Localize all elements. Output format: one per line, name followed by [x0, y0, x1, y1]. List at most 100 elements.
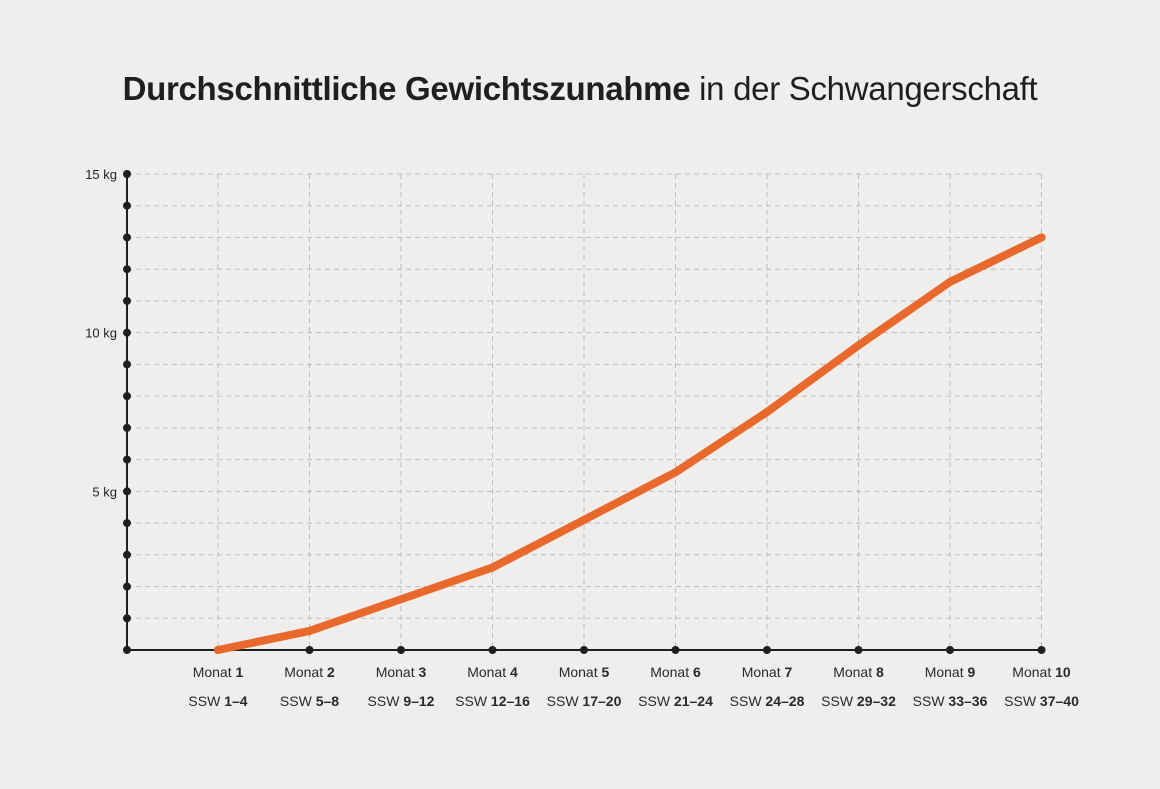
ssw-range: 33–36: [948, 693, 987, 709]
x-axis-dot: [854, 646, 863, 654]
x-tick-label-month: Monat 7: [742, 664, 793, 680]
month-number: 7: [785, 664, 793, 680]
month-number: 6: [693, 664, 701, 680]
month-prefix: Monat: [925, 664, 964, 680]
ssw-prefix: SSW: [1004, 693, 1037, 709]
y-tick-label: 5 kg: [92, 484, 117, 499]
x-tick-label-month: Monat 1: [193, 664, 244, 680]
month-number: 2: [327, 664, 335, 680]
ssw-range: 9–12: [403, 693, 434, 709]
y-axis-dot: [123, 519, 131, 528]
y-axis-dot: [123, 265, 131, 274]
x-tick-label-ssw: SSW 33–36: [913, 693, 988, 709]
x-tick-label-month: Monat 9: [925, 664, 976, 680]
ssw-range: 24–28: [765, 693, 804, 709]
data-point: [214, 646, 222, 654]
x-axis-dot: [488, 646, 497, 654]
y-axis-dot: [123, 296, 131, 305]
ssw-prefix: SSW: [280, 693, 313, 709]
ssw-range: 12–16: [491, 693, 530, 709]
month-number: 5: [602, 664, 610, 680]
month-prefix: Monat: [650, 664, 689, 680]
ssw-range: 21–24: [674, 693, 713, 709]
month-number: 1: [236, 664, 244, 680]
month-prefix: Monat: [833, 664, 872, 680]
x-axis-dot: [671, 646, 680, 654]
month-prefix: Monat: [1012, 664, 1051, 680]
x-tick-label-ssw: SSW 29–32: [821, 693, 896, 709]
ssw-range: 5–8: [316, 693, 340, 709]
ssw-range: 1–4: [224, 693, 248, 709]
month-prefix: Monat: [742, 664, 781, 680]
ssw-prefix: SSW: [455, 693, 488, 709]
ssw-prefix: SSW: [821, 693, 854, 709]
month-prefix: Monat: [376, 664, 415, 680]
x-tick-label-month: Monat 2: [284, 664, 335, 680]
month-number: 9: [968, 664, 976, 680]
x-axis-dot: [397, 646, 405, 654]
data-point: [763, 408, 771, 416]
chart-title: Durchschnittliche Gewichtszunahme in der…: [0, 70, 1160, 108]
y-axis-dot: [123, 614, 131, 623]
month-number: 4: [510, 664, 518, 680]
x-tick-label-ssw: SSW 17–20: [547, 693, 622, 709]
data-point: [1037, 233, 1046, 242]
x-tick-label-ssw: SSW 1–4: [188, 693, 247, 709]
data-point: [671, 468, 680, 477]
month-number: 8: [876, 664, 884, 680]
y-axis-dot: [123, 360, 131, 369]
x-tick-label-ssw: SSW 12–16: [455, 693, 530, 709]
ssw-prefix: SSW: [547, 693, 580, 709]
y-axis-dot: [123, 550, 131, 559]
y-axis-dot: [123, 233, 131, 242]
y-axis-dot: [123, 455, 131, 464]
x-tick-label-ssw: SSW 9–12: [368, 693, 435, 709]
data-point: [854, 341, 863, 350]
series-line: [214, 233, 1046, 654]
x-axis-dot: [946, 646, 954, 654]
x-tick-label-ssw: SSW 21–24: [638, 693, 713, 709]
month-prefix: Monat: [559, 664, 598, 680]
y-axis-dot: [123, 423, 131, 432]
x-tick-label-ssw: SSW 37–40: [1004, 693, 1079, 709]
y-tick-label: 15 kg: [85, 167, 117, 182]
ssw-prefix: SSW: [368, 693, 401, 709]
y-axis-dot: [123, 170, 131, 178]
x-tick-label-month: Monat 3: [376, 664, 427, 680]
x-tick-label-month: Monat 8: [833, 664, 884, 680]
x-axis-dot: [763, 646, 771, 654]
ssw-prefix: SSW: [913, 693, 946, 709]
data-point: [305, 626, 314, 635]
y-tick-label: 10 kg: [85, 326, 117, 341]
y-axis-dot: [123, 487, 131, 496]
x-tick-label-month: Monat 4: [467, 664, 518, 680]
x-tick-label-month: Monat 5: [559, 664, 610, 680]
y-axis-dot: [123, 582, 131, 591]
x-tick-label-ssw: SSW 5–8: [280, 693, 339, 709]
data-point: [946, 277, 954, 286]
data-point: [488, 563, 497, 572]
x-tick-label-month: Monat 6: [650, 664, 701, 680]
x-tick-label-month: Monat 10: [1012, 664, 1071, 680]
chart-title-regular: in der Schwangerschaft: [690, 70, 1038, 107]
x-axis-dot: [305, 646, 314, 654]
y-axis-dot: [123, 392, 131, 401]
ssw-prefix: SSW: [188, 693, 221, 709]
y-axis-dot: [123, 201, 131, 210]
y-axis-dot: [123, 328, 131, 337]
y-axis-dot: [123, 646, 131, 654]
chart-title-bold: Durchschnittliche Gewichtszunahme: [122, 70, 691, 107]
month-number: 10: [1055, 664, 1071, 680]
ssw-range: 29–32: [857, 693, 896, 709]
ssw-prefix: SSW: [638, 693, 671, 709]
ssw-range: 17–20: [582, 693, 621, 709]
data-point: [580, 515, 588, 524]
month-prefix: Monat: [284, 664, 323, 680]
ssw-range: 37–40: [1040, 693, 1079, 709]
month-number: 3: [419, 664, 427, 680]
ssw-prefix: SSW: [730, 693, 763, 709]
month-prefix: Monat: [467, 664, 506, 680]
x-axis-dot: [1037, 646, 1046, 654]
